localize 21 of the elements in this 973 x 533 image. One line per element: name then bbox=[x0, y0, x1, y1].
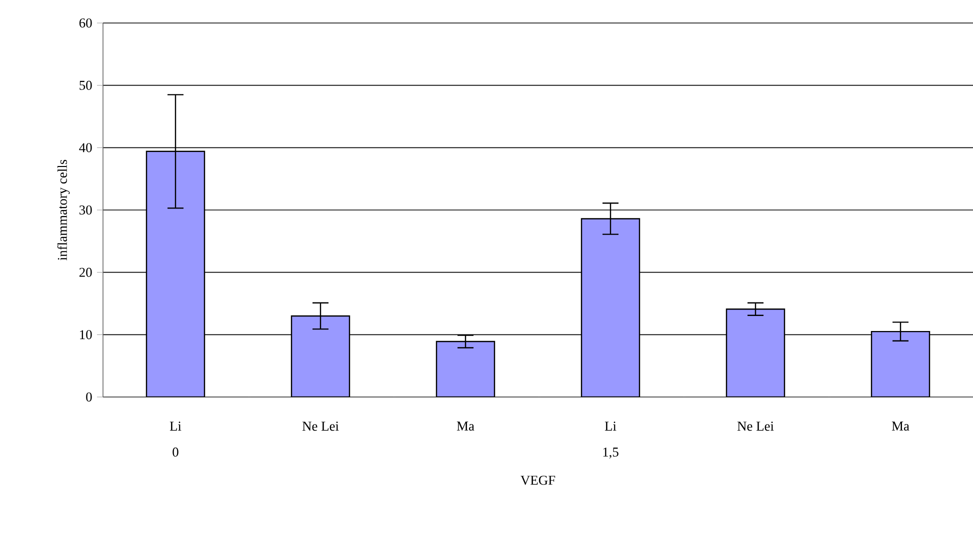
category-label: Li 0 bbox=[170, 422, 182, 457]
x-tick-label: Ne Lei bbox=[302, 422, 339, 431]
category-label: Li 1,5 bbox=[603, 422, 618, 459]
bar bbox=[870, 330, 930, 397]
y-tick-label: 50 bbox=[80, 80, 92, 90]
x-tick-label: Ma bbox=[892, 422, 910, 431]
bar bbox=[726, 308, 786, 397]
x-axis-title: VEGF bbox=[520, 476, 556, 485]
bar bbox=[290, 315, 350, 397]
x-tick-label: Ne Lei bbox=[737, 422, 774, 431]
bar bbox=[146, 150, 206, 397]
y-axis-title: inflammatory cells bbox=[57, 160, 70, 260]
y-tick-label: 20 bbox=[79, 268, 92, 277]
x-tick-label: Ma bbox=[456, 422, 474, 431]
bar bbox=[436, 340, 496, 397]
y-tick-label: 40 bbox=[79, 143, 92, 152]
bar bbox=[580, 218, 640, 397]
y-tick-label: 60 bbox=[79, 18, 92, 28]
y-tick-label: 30 bbox=[80, 205, 92, 215]
y-tick-label: 10 bbox=[80, 330, 92, 340]
y-tick-label: 0 bbox=[86, 392, 92, 402]
